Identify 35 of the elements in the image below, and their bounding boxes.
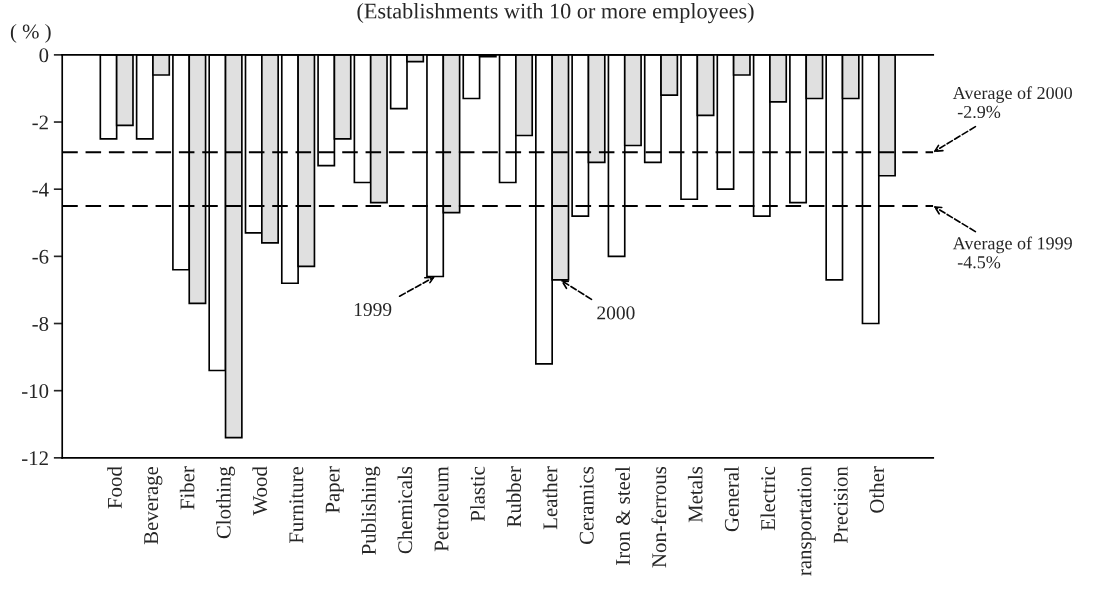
y-axis-title: ( % ) xyxy=(10,23,51,43)
x-tick-label: Iron & steel xyxy=(615,466,630,565)
x-tick-label: Plastic xyxy=(470,466,485,522)
x-tick-label: Leather xyxy=(542,466,558,530)
x-tick-label: Precision xyxy=(833,466,848,544)
y-tick-label: -2 xyxy=(32,115,48,130)
x-tick-label: Fiber xyxy=(179,466,195,510)
x-tick-label: Chemicals xyxy=(397,466,413,554)
x-tick-label: Clothing xyxy=(216,466,236,539)
x-tick-label: General xyxy=(724,466,739,532)
x-tick-label: Rubber xyxy=(506,466,522,527)
x-tick-label: Ceramics xyxy=(579,466,594,544)
x-tick-label: Paper xyxy=(325,466,344,514)
y-tick-label: -12 xyxy=(22,451,48,466)
x-tick-label: Furniture xyxy=(289,466,304,544)
y-tick-label: -6 xyxy=(32,249,49,264)
annotation: 1999 xyxy=(354,303,392,317)
x-tick-label: Other xyxy=(869,466,885,513)
x-tick-label: Food xyxy=(107,466,122,509)
x-tick-label: Metals xyxy=(687,466,703,523)
y-tick-label: -10 xyxy=(22,384,49,399)
y-tick-label: -8 xyxy=(32,316,49,331)
annotation: 2000 xyxy=(597,306,635,320)
x-tick-label: Petroleum xyxy=(433,466,449,552)
legend-label: Average of 1999 -4.5% xyxy=(952,236,1072,269)
ref-line-label: Average of 2000 -2.9% xyxy=(952,86,1072,119)
chart-subtitle: (Establishments with 10 or more employees) xyxy=(357,2,754,24)
y-tick-label: 0 xyxy=(39,48,49,63)
x-tick-label: Beverage xyxy=(144,466,163,545)
x-tick-label: Wood xyxy=(252,466,268,516)
x-tick-label: Publishing xyxy=(361,466,381,555)
x-tick-label: Electric xyxy=(760,466,776,531)
y-tick-label: -4 xyxy=(32,182,49,197)
x-tick-label: Non-ferrous xyxy=(651,466,667,568)
x-tick-label: ransportation xyxy=(797,466,816,576)
